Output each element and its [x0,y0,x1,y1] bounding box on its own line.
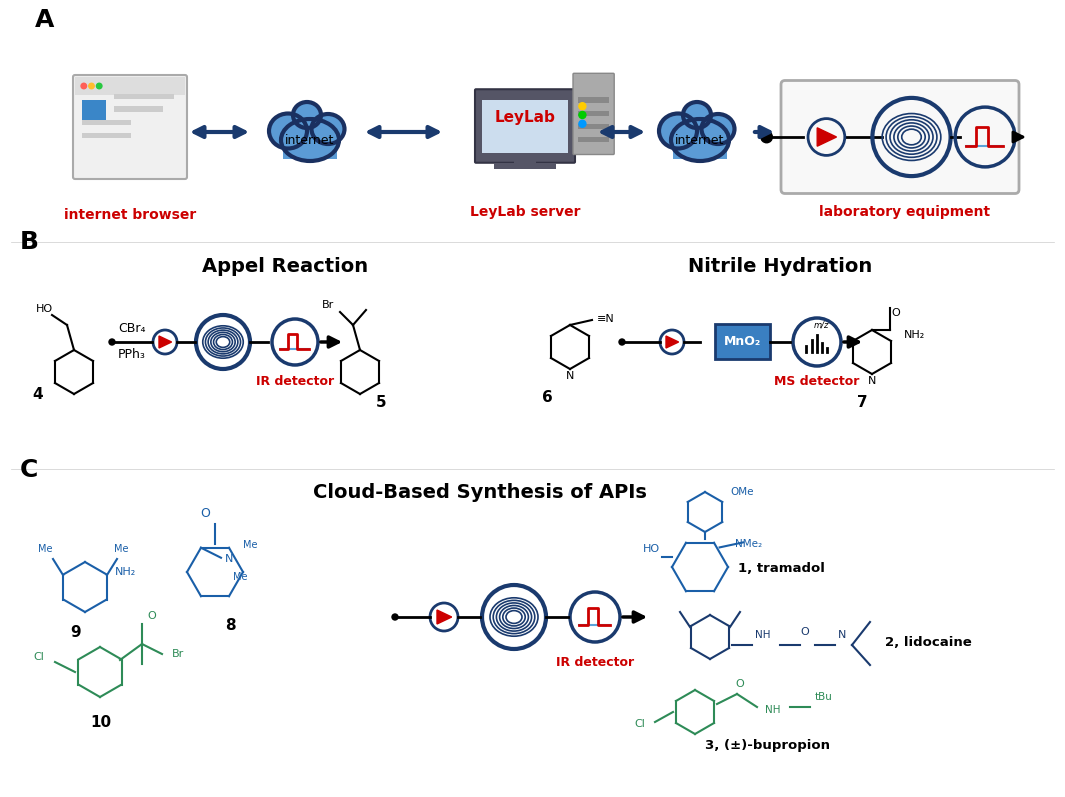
Ellipse shape [659,113,697,148]
Text: LeyLab server: LeyLab server [470,205,580,219]
Ellipse shape [311,114,344,144]
Text: Me: Me [37,544,52,554]
Text: Cl: Cl [33,652,44,662]
Text: HO: HO [35,304,52,314]
Text: MS detector: MS detector [774,375,859,388]
Text: 6: 6 [542,390,553,405]
Polygon shape [437,610,452,624]
Ellipse shape [702,114,735,144]
Text: LeyLab: LeyLab [494,110,556,124]
Text: C: C [20,458,38,482]
Text: PPh₃: PPh₃ [118,348,146,362]
Circle shape [760,132,772,143]
Circle shape [81,83,86,88]
Circle shape [97,83,102,88]
Text: N: N [225,554,233,563]
Text: MnO₂: MnO₂ [724,336,761,348]
Bar [578,111,609,116]
Text: laboratory equipment: laboratory equipment [819,205,990,219]
Polygon shape [666,336,678,348]
Bar [75,77,185,95]
Text: N: N [838,630,847,640]
Bar [715,324,770,359]
Text: 8: 8 [225,618,235,633]
Bar [578,137,609,143]
Text: Appel Reaction: Appel Reaction [202,257,368,277]
Text: N: N [868,376,876,386]
Text: 9: 9 [70,625,81,640]
Text: IR detector: IR detector [256,375,334,388]
Text: N: N [566,371,574,381]
FancyBboxPatch shape [73,75,187,179]
Ellipse shape [683,102,711,128]
Text: B: B [20,230,39,254]
Text: Me: Me [243,540,258,550]
Ellipse shape [293,102,321,128]
Text: 5: 5 [376,395,387,410]
FancyBboxPatch shape [781,80,1019,194]
Bar [114,93,174,99]
Text: NH: NH [765,705,781,715]
Text: Cl: Cl [634,719,645,729]
FancyBboxPatch shape [573,73,615,155]
Circle shape [109,339,115,345]
Text: ≡N: ≡N [597,314,615,324]
Polygon shape [817,128,836,146]
Text: Br: Br [322,300,334,310]
Bar [82,132,131,138]
Text: NH: NH [755,630,770,640]
Ellipse shape [281,119,339,161]
Text: O: O [736,679,744,689]
FancyBboxPatch shape [475,89,575,163]
Text: 7: 7 [857,395,868,410]
Text: internet: internet [285,134,334,147]
Text: 1, tramadol: 1, tramadol [738,563,825,575]
Text: NH₂: NH₂ [115,567,136,577]
Text: O: O [891,308,900,318]
Text: internet browser: internet browser [64,208,196,222]
Bar [513,151,536,164]
Bar [578,97,609,103]
Text: A: A [35,8,54,32]
Text: O: O [148,611,157,621]
Circle shape [579,112,586,119]
Text: 3, (±)-bupropion: 3, (±)-bupropion [705,739,830,752]
Text: IR detector: IR detector [556,655,634,669]
Bar [578,124,609,129]
Text: Cloud-Based Synthesis of APIs: Cloud-Based Synthesis of APIs [313,482,646,501]
Text: NH₂: NH₂ [904,330,925,340]
Ellipse shape [671,119,730,161]
FancyBboxPatch shape [283,129,337,159]
FancyBboxPatch shape [673,129,727,159]
Text: NMe₂: NMe₂ [735,539,763,549]
Circle shape [88,83,94,88]
Text: tBu: tBu [815,692,833,702]
Circle shape [579,103,586,110]
Circle shape [619,339,625,345]
Text: 10: 10 [91,715,111,730]
Text: Me: Me [233,571,247,582]
Circle shape [392,614,398,620]
Bar [494,163,556,170]
Bar [481,100,568,153]
Ellipse shape [269,113,307,148]
Bar [82,120,131,125]
Text: m/z: m/z [814,321,830,330]
Text: Nitrile Hydration: Nitrile Hydration [688,257,872,277]
Text: O: O [200,507,210,520]
Text: internet: internet [675,134,724,147]
Text: 2, lidocaine: 2, lidocaine [885,635,971,649]
Text: 4: 4 [32,387,43,402]
Text: OMe: OMe [730,487,754,497]
Text: Br: Br [173,649,184,659]
Text: O: O [800,627,808,637]
Polygon shape [159,336,171,348]
Text: CBr₄: CBr₄ [118,323,146,336]
Circle shape [579,120,586,128]
Text: HO: HO [643,544,660,554]
Text: Me: Me [114,544,128,554]
Bar [82,100,105,122]
Bar [114,107,163,112]
